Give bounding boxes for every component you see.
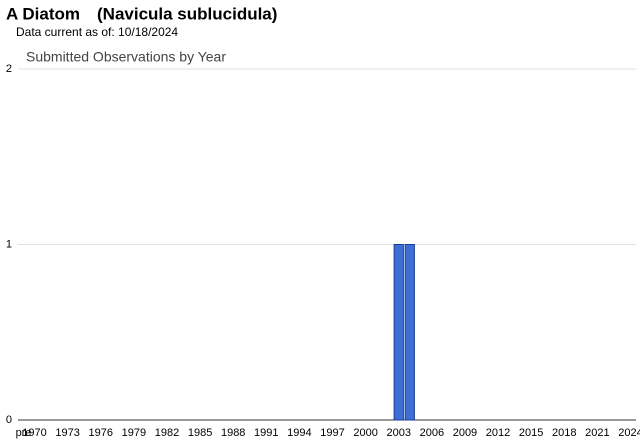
bar [393,244,404,421]
x-tick-label: 1985 [188,427,212,439]
x-tick-label: 1979 [122,427,146,439]
scientific-name: (Navicula sublucidula) [97,4,277,23]
x-tick-label: 2024 [618,427,640,439]
x-tick-label: 1994 [287,427,311,439]
x-tick-label: 2009 [453,427,477,439]
y-tick-label: 2 [6,63,12,75]
x-tick-label: 2015 [519,427,543,439]
x-tick-label: 2012 [486,427,510,439]
x-tick-label: 1988 [221,427,245,439]
x-tick-label: 1982 [155,427,179,439]
common-name: A Diatom [6,4,80,23]
bar [404,244,415,421]
chart-title: Submitted Observations by Year [26,49,226,65]
x-tick-label: 1997 [320,427,344,439]
x-tick-label: 2021 [585,427,609,439]
x-tick-label: 1970 [22,427,46,439]
x-tick-label: 2003 [386,427,410,439]
x-tick-label: 1976 [89,427,113,439]
x-tick-label: pre [16,427,32,439]
y-tick-label: 0 [6,414,12,426]
y-tick-label: 1 [6,238,12,250]
x-tick-label: 1991 [254,427,278,439]
date-line: Data current as of: 10/18/2024 [16,25,178,39]
x-tick-label: 2006 [420,427,444,439]
x-tick-label: 1973 [55,427,79,439]
x-tick-label: 2018 [552,427,576,439]
x-tick-label: 2000 [353,427,377,439]
